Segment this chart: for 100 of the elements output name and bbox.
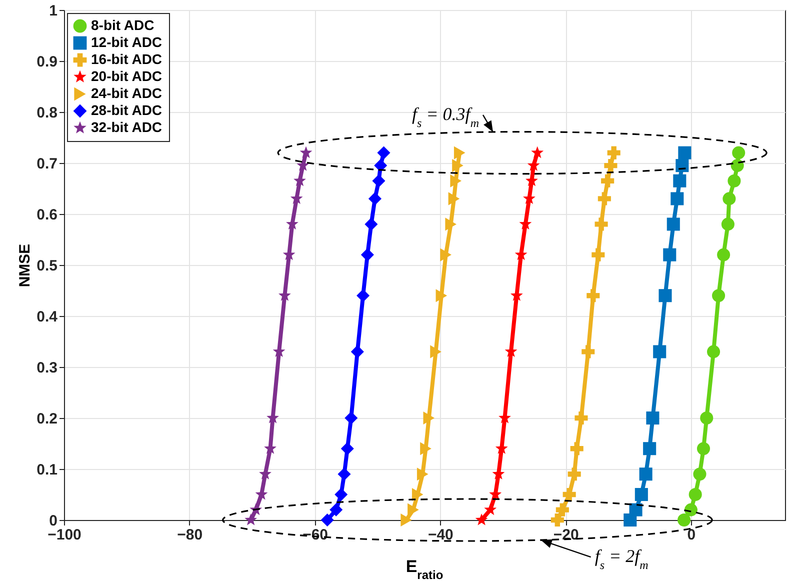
point <box>550 513 564 527</box>
y-tick-label: 0 <box>49 512 58 530</box>
point <box>531 146 544 158</box>
point <box>586 289 600 302</box>
point <box>484 503 497 516</box>
point <box>330 503 343 516</box>
y-tick-label: 0.1 <box>36 462 58 478</box>
point <box>436 289 448 302</box>
point <box>416 468 428 481</box>
y-tick-label: 1 <box>49 2 58 20</box>
y-axis-title: NMSE <box>16 244 34 288</box>
point <box>728 174 741 188</box>
x-tick-label: 0 <box>687 526 696 544</box>
point <box>678 513 691 527</box>
point <box>601 174 614 188</box>
point <box>722 192 736 206</box>
point <box>350 345 364 358</box>
point <box>562 488 576 502</box>
point <box>338 468 351 481</box>
point <box>629 503 642 516</box>
point <box>364 218 378 231</box>
y-tick-label: 0.3 <box>36 360 58 376</box>
point <box>445 218 456 231</box>
legend-label: 20-bit ADC <box>91 68 162 84</box>
point <box>730 159 744 172</box>
annotation: f$_{s}$ = 0.3f$_{m}$ <box>412 104 480 130</box>
y-tick-label: 0.2 <box>36 410 58 428</box>
legend-label: 24-bit ADC <box>91 85 162 101</box>
point <box>475 513 488 526</box>
x-tick-label: −100 <box>48 526 82 544</box>
point <box>684 503 698 516</box>
point <box>296 159 310 171</box>
point <box>639 468 652 481</box>
point <box>556 503 569 516</box>
legend-label: 12-bit ADC <box>91 34 162 50</box>
point <box>408 503 419 516</box>
point <box>696 442 710 456</box>
point <box>440 248 452 262</box>
point <box>693 468 706 481</box>
point <box>400 513 412 527</box>
point <box>732 146 746 160</box>
point <box>643 442 656 456</box>
point <box>450 174 462 188</box>
point <box>356 289 370 302</box>
point <box>423 411 435 425</box>
point <box>707 345 720 358</box>
point <box>673 174 686 188</box>
point <box>582 345 595 358</box>
point <box>344 411 358 425</box>
point <box>368 192 382 206</box>
legend-label: 16-bit ADC <box>91 51 162 67</box>
point <box>360 248 374 262</box>
point <box>688 488 702 502</box>
point <box>670 192 684 206</box>
point <box>244 513 258 526</box>
x-tick-label: −40 <box>428 526 454 544</box>
point <box>678 146 692 160</box>
y-tick-label: 0.6 <box>36 206 58 224</box>
point <box>372 174 386 188</box>
point <box>412 488 424 502</box>
point <box>607 146 620 160</box>
point <box>594 218 608 231</box>
point <box>712 289 726 302</box>
point <box>430 345 442 358</box>
point <box>568 468 581 481</box>
point <box>717 248 730 262</box>
point <box>340 442 354 456</box>
point <box>604 159 618 172</box>
point <box>454 146 466 160</box>
point <box>658 289 672 302</box>
point <box>598 192 611 206</box>
y-tick-label: 0.5 <box>36 258 58 274</box>
y-tick-label: 0.9 <box>36 54 58 70</box>
point <box>320 513 334 527</box>
point <box>377 146 390 160</box>
y-tick-label: 0.7 <box>36 156 58 172</box>
point <box>334 488 348 502</box>
x-tick-label: −80 <box>177 526 203 544</box>
legend-label: 8-bit ADC <box>91 17 154 33</box>
point <box>527 159 540 171</box>
point <box>721 218 734 231</box>
point <box>570 442 584 456</box>
point <box>700 411 714 425</box>
point <box>646 411 660 425</box>
point <box>452 159 464 172</box>
y-tick-label: 0.8 <box>36 104 58 122</box>
point <box>666 218 680 231</box>
legend-label: 28-bit ADC <box>91 102 162 118</box>
point <box>300 146 312 158</box>
point <box>663 248 676 262</box>
point <box>420 442 432 456</box>
x-axis-title: E$_{ratio}$ <box>406 557 444 581</box>
legend-label: 32-bit ADC <box>91 119 162 135</box>
y-tick-label: 0.4 <box>36 308 58 326</box>
point <box>676 159 689 172</box>
point <box>448 192 460 206</box>
point <box>653 345 666 358</box>
point <box>574 411 588 425</box>
point <box>634 488 648 502</box>
text: f$_{s}$ = 2f$_{m}$ <box>594 546 649 572</box>
